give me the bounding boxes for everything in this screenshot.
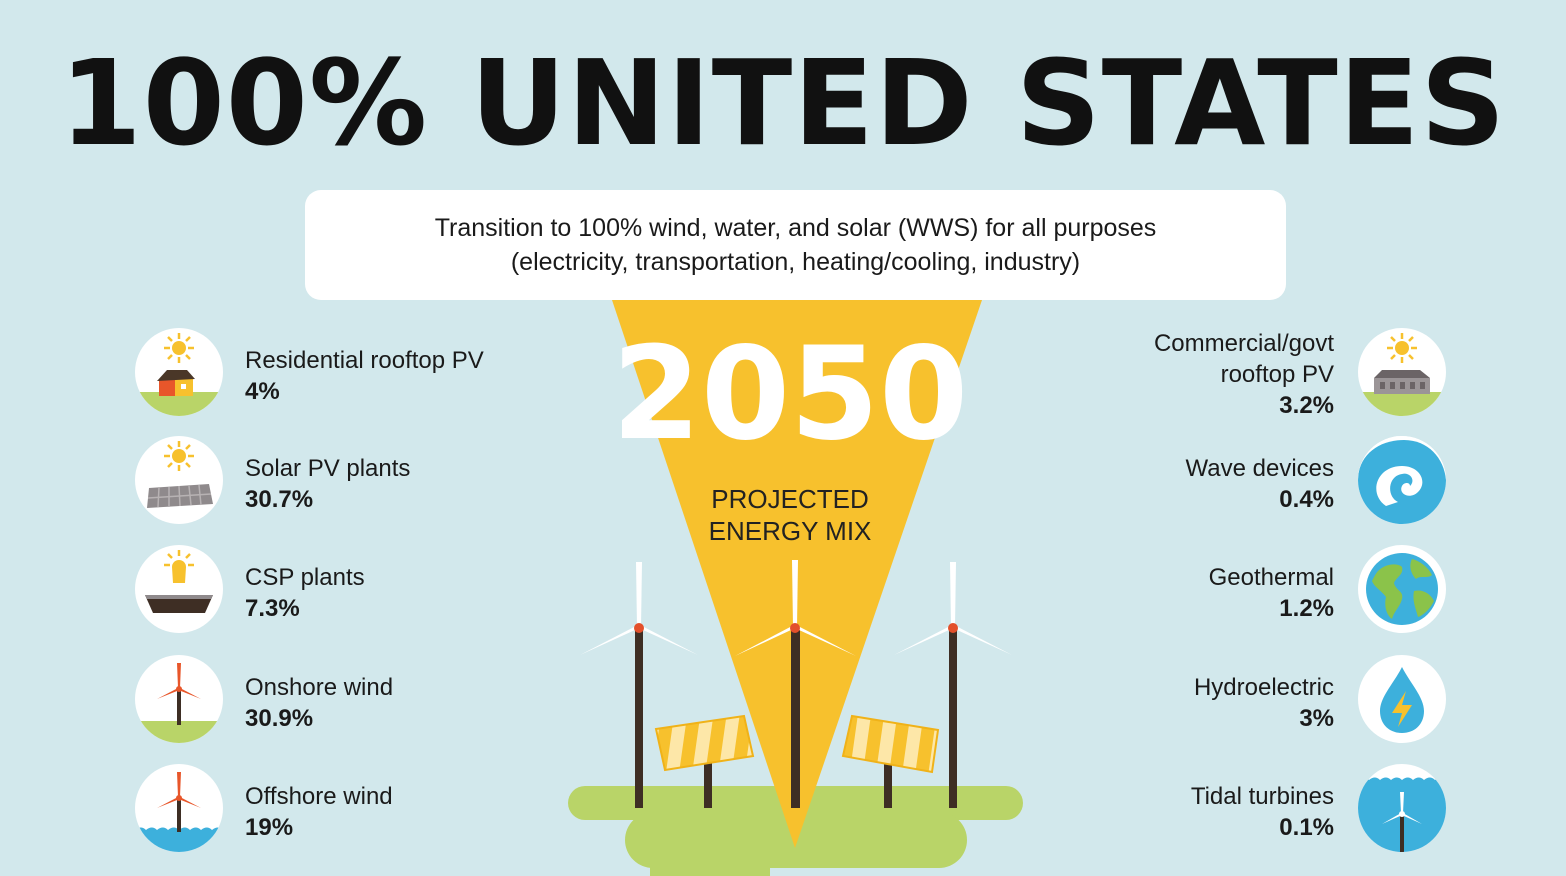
item-label: CSP plants xyxy=(245,564,365,591)
item-percentage: 30.7% xyxy=(245,486,314,513)
item-label: Geothermal xyxy=(1208,564,1334,591)
item-label: Commercial/govt xyxy=(1153,330,1334,357)
page-title: 100% UNITED STATES xyxy=(59,34,1507,172)
sun-building-icon xyxy=(1358,328,1446,416)
item-label: Tidal turbines xyxy=(1190,783,1334,810)
item-percentage: 19% xyxy=(245,814,294,841)
energy-item-commercial-govt-rooftop-pv: Commercial/govt rooftop PV 3.2% xyxy=(1046,328,1446,419)
mix-label-line-1: PROJECTED xyxy=(711,484,869,514)
sun-solar-panel-icon xyxy=(135,436,223,524)
energy-item-csp-plants: CSP plants 7.3% xyxy=(135,545,535,635)
energy-item-geothermal: Geothermal 1.2% xyxy=(1046,545,1446,635)
item-label: Offshore wind xyxy=(245,783,393,810)
sun-house-icon xyxy=(135,328,223,416)
banner-line-2: (electricity, transportation, heating/co… xyxy=(510,248,1081,276)
banner-line-1: Transition to 100% wind, water, and sola… xyxy=(434,214,1157,242)
item-label: Wave devices xyxy=(1185,455,1335,482)
target-year: 2050 xyxy=(611,320,969,469)
offshore-turbine-icon xyxy=(135,764,223,852)
item-percentage: 0.4% xyxy=(1279,486,1334,513)
energy-item-hydroelectric: Hydroelectric 3% xyxy=(1046,655,1446,745)
item-label: Residential rooftop PV xyxy=(245,347,484,374)
onshore-turbine-icon xyxy=(135,655,223,743)
wind-turbine-left xyxy=(580,562,698,808)
energy-item-solar-pv-plants: Solar PV plants 30.7% xyxy=(135,436,535,526)
csp-mirror-icon xyxy=(135,545,223,633)
item-percentage: 1.2% xyxy=(1279,595,1334,622)
item-percentage: 3% xyxy=(1299,705,1334,732)
globe-icon xyxy=(1358,545,1446,633)
energy-item-offshore-wind: Offshore wind 19% xyxy=(135,764,535,854)
energy-item-wave-devices: Wave devices 0.4% xyxy=(1046,436,1446,526)
energy-item-tidal-turbines: Tidal turbines 0.1% xyxy=(1046,764,1446,854)
item-label: Solar PV plants xyxy=(245,455,411,482)
projected-energy-mix-label: PROJECTED ENERGY MIX xyxy=(640,483,940,547)
item-label-line-2: rooftop PV xyxy=(1220,361,1334,388)
item-percentage: 0.1% xyxy=(1279,814,1334,841)
energy-item-onshore-wind: Onshore wind 30.9% xyxy=(135,655,535,745)
solar-panel-right xyxy=(841,714,940,808)
energy-item-residential-rooftop-pv: Residential rooftop PV 4% xyxy=(135,328,535,418)
item-percentage: 7.3% xyxy=(245,595,300,622)
water-drop-bolt-icon xyxy=(1358,655,1446,743)
item-label: Onshore wind xyxy=(245,674,394,701)
item-percentage: 3.2% xyxy=(1279,392,1334,419)
tidal-turbine-icon xyxy=(1358,764,1446,852)
item-percentage: 4% xyxy=(245,378,280,405)
item-percentage: 30.9% xyxy=(245,705,314,732)
wind-turbine-right xyxy=(894,562,1012,808)
wind-turbine-center xyxy=(735,560,856,808)
wave-icon xyxy=(1358,436,1446,524)
description-banner: Transition to 100% wind, water, and sola… xyxy=(305,190,1286,300)
item-label: Hydroelectric xyxy=(1193,674,1334,701)
mix-label-line-2: ENERGY MIX xyxy=(708,516,872,546)
solar-panel-left xyxy=(654,714,755,808)
